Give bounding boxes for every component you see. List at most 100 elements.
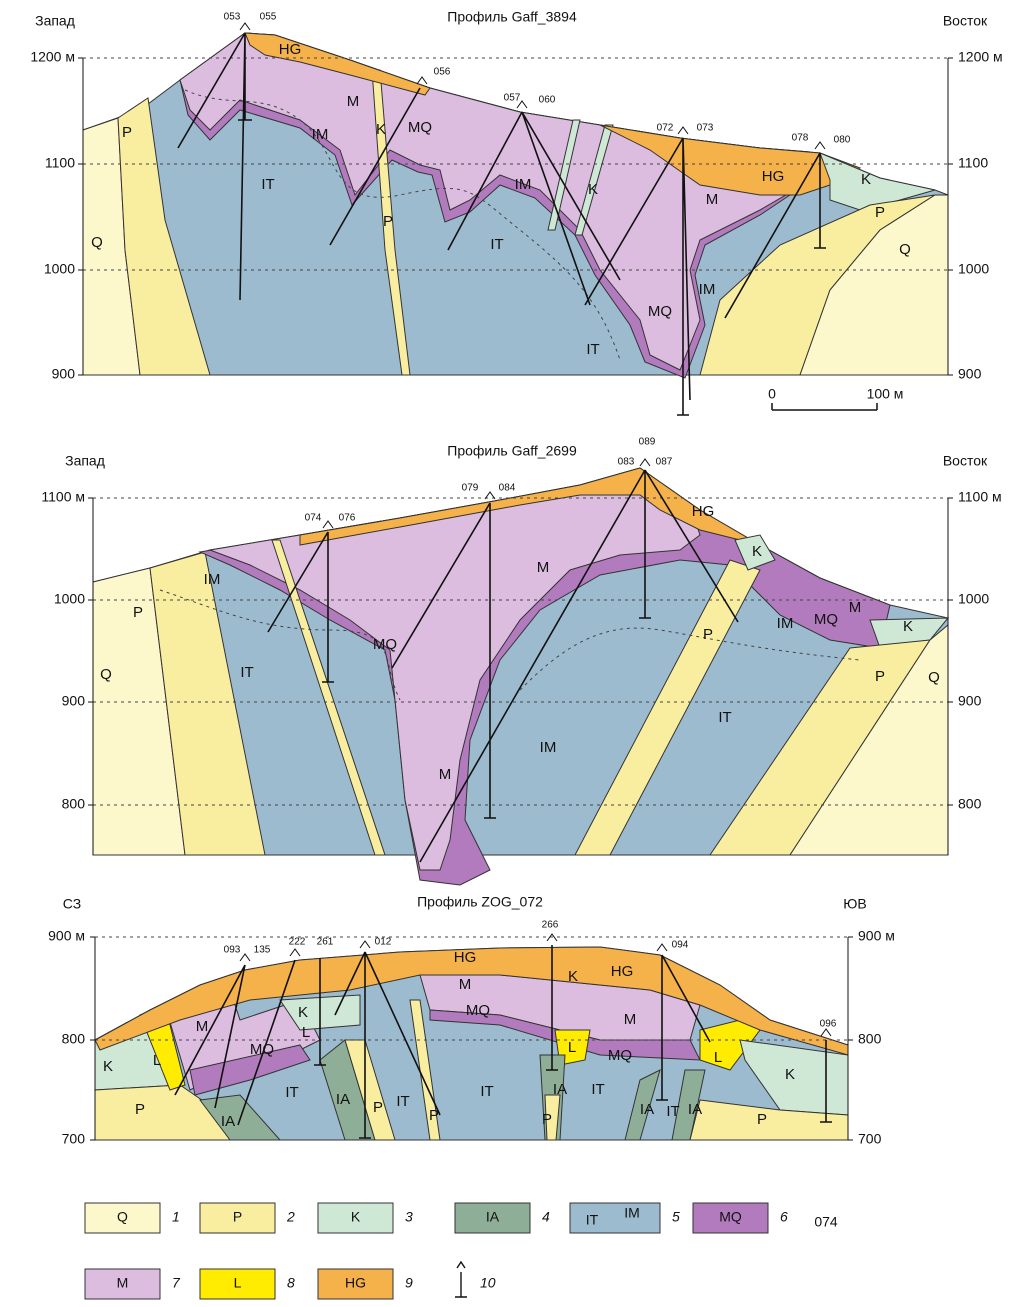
unit-label: P [703, 626, 713, 643]
profiles-figure: .Q{fill:#fdf8cc}.P{fill:#f9eea0}.K{fill:… [0, 0, 1026, 1307]
elevation-label: 800 [958, 796, 982, 812]
legend-number: 1 [172, 1209, 180, 1225]
elevation-label: 1000 [54, 591, 85, 607]
legend-number: 9 [405, 1275, 413, 1291]
elevation-label: 800 [62, 796, 86, 812]
unit-label: K [376, 121, 386, 138]
profile-2-geology [93, 468, 948, 885]
profile-3-geology [95, 937, 848, 1140]
borehole-label: 076 [339, 513, 356, 524]
borehole-label: 089 [639, 437, 656, 448]
direction-label: Восток [943, 453, 988, 469]
unit-label: Q [91, 234, 103, 251]
borehole-label: 072 [657, 123, 674, 134]
elevation-label: 900 [958, 366, 982, 382]
legend-number: 10 [480, 1275, 496, 1291]
unit-label: K [103, 1058, 113, 1075]
unit-label: IM [777, 615, 794, 632]
legend-code: L [234, 1275, 242, 1291]
unit-label: MQ [648, 303, 672, 320]
unit-label: IT [586, 341, 599, 358]
unit-label: IA [553, 1081, 567, 1098]
unit-label: HG [454, 949, 477, 966]
unit-label: IA [336, 1091, 350, 1108]
borehole-label: 057 [504, 93, 521, 104]
borehole-label: 055 [260, 12, 277, 23]
borehole-label: 074 [305, 513, 322, 524]
borehole-label: 083 [618, 457, 635, 468]
unit-label: K [588, 181, 598, 198]
unit-label: K [298, 1004, 308, 1021]
borehole-label: 060 [539, 95, 556, 106]
unit-label: L [153, 1052, 161, 1069]
unit-label: IA [640, 1101, 654, 1118]
unit-label: IT [240, 664, 253, 681]
unit-label: IA [221, 1113, 235, 1130]
unit-label: IM [699, 281, 716, 298]
unit-label: MQ [408, 119, 432, 136]
unit-label: L [714, 1049, 722, 1066]
elevation-label: 1100 [958, 155, 988, 171]
unit-label: IM [204, 571, 221, 588]
unit-label: K [861, 171, 871, 188]
profile-title: Профиль Gaff_2699 [447, 443, 577, 459]
direction-label: Запад [65, 453, 105, 469]
legend-code: HG [345, 1275, 366, 1291]
legend-number: 8 [287, 1275, 295, 1291]
elevation-label: 800 [62, 1031, 86, 1047]
legend-code: IM [624, 1205, 640, 1221]
unit-label: MQ [250, 1041, 274, 1058]
unit-label: Q [928, 669, 940, 686]
unit-label: L [568, 1039, 576, 1056]
unit-label: MQ [814, 611, 838, 628]
elevation-label: 1100 м [958, 489, 1002, 505]
elevation-label: 1200 м [30, 49, 75, 65]
borehole-label: 079 [462, 483, 479, 494]
borehole-label: 261 [317, 937, 334, 948]
direction-label: СЗ [63, 896, 81, 912]
unit-label: IT [591, 1081, 604, 1098]
unit-label: IT [261, 176, 274, 193]
unit-label: HG [762, 168, 785, 185]
unit-label: MQ [608, 1047, 632, 1064]
unit-label: P [875, 668, 885, 685]
borehole-label: 094 [672, 940, 689, 951]
legend-code: IA [486, 1209, 500, 1225]
unit-label: P [133, 604, 143, 621]
unit-label: P [373, 1099, 383, 1116]
legend-code: M [117, 1275, 129, 1291]
unit-label: MQ [373, 636, 397, 653]
legend-code: K [351, 1209, 361, 1225]
unit-label: IM [515, 176, 532, 193]
profile-title: Профиль Gaff_3894 [447, 9, 577, 25]
unit-label: P [875, 204, 885, 221]
elevation-label: 1200 м [958, 49, 1003, 65]
unit-label: M [196, 1018, 209, 1035]
unit-label: M [706, 191, 719, 208]
legend-code: P [233, 1209, 242, 1225]
borehole-label: 135 [254, 945, 271, 956]
unit-label: Q [100, 666, 112, 683]
direction-label: Запад [35, 13, 75, 29]
profile-title: Профиль ZOG_072 [417, 894, 543, 910]
unit-label: IT [285, 1084, 298, 1101]
legend-number: 3 [405, 1209, 413, 1225]
unit-label: M [439, 766, 452, 783]
unit-label: IT [480, 1083, 493, 1100]
elevation-label: 800 [858, 1031, 882, 1047]
borehole-label: 078 [792, 133, 809, 144]
legend-number: 5 [672, 1209, 680, 1225]
elevation-label: 900 [62, 693, 86, 709]
borehole-label: 096 [820, 1019, 837, 1030]
elevation-label: 700 [858, 1131, 882, 1147]
borehole-label: 084 [499, 483, 516, 494]
unit-label: IM [312, 126, 329, 143]
borehole-label: 087 [656, 457, 673, 468]
borehole-label: 073 [697, 123, 714, 134]
unit-label: P [122, 124, 132, 141]
elevation-label: 900 м [48, 928, 85, 944]
elevation-label: 700 [62, 1131, 86, 1147]
borehole-label: 080 [834, 135, 851, 146]
unit-label: IA [688, 1101, 702, 1118]
